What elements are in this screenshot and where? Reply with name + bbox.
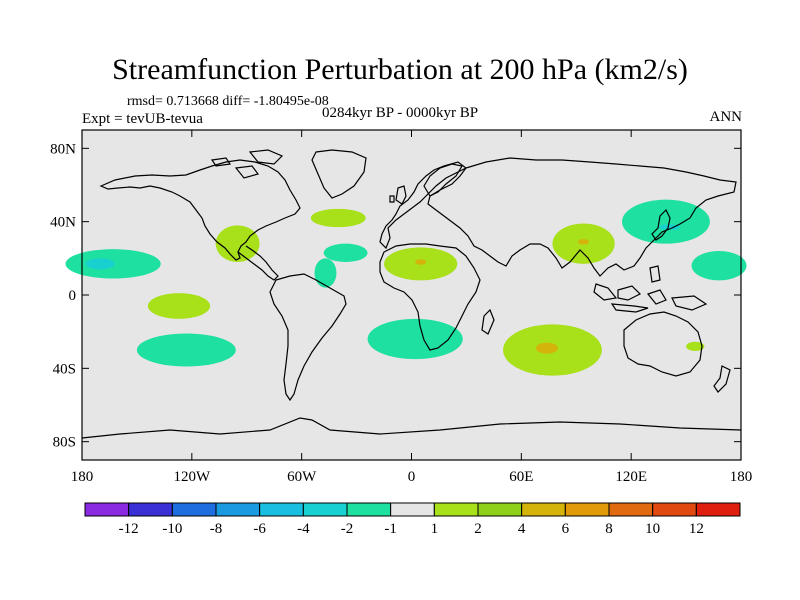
- coast-maritime-islands: [593, 265, 708, 313]
- experiment-label: Expt = tevUB-tevua: [82, 111, 203, 127]
- contour-region-6: [323, 243, 368, 262]
- contour-region-2: [147, 293, 211, 319]
- coast-australia: [623, 311, 703, 377]
- latitude-axis: 80N 40N 0 40S 80S: [50, 141, 741, 451]
- colorbar-swatch: [564, 502, 610, 517]
- contour-region-4: [215, 225, 260, 262]
- colorbar-label: -6: [253, 521, 266, 537]
- colorbar-swatch: [171, 502, 217, 517]
- colorbar-label: 6: [562, 521, 570, 537]
- colorbar-label: -1: [384, 521, 397, 537]
- contour-regions: [65, 199, 747, 376]
- coast-arctic-islands: [210, 149, 284, 179]
- coast-antarctica: [81, 417, 742, 439]
- colorbar-swatch: [695, 502, 741, 517]
- colorbar-label: 12: [689, 521, 704, 537]
- lon-tick-label: 120W: [173, 469, 211, 485]
- colorbar-swatch: [215, 502, 261, 517]
- contour-region-15: [691, 250, 747, 281]
- lon-tick-label: 60W: [287, 469, 317, 485]
- contour-region-18: [686, 341, 705, 351]
- colorbar-label: 10: [645, 521, 660, 537]
- contour-region-3: [136, 333, 236, 367]
- coast-africa: [379, 243, 481, 351]
- lon-tick-label: 180: [71, 469, 94, 485]
- contour-region-17: [535, 342, 558, 354]
- contour-region-13: [622, 199, 710, 244]
- colorbar-label: -2: [341, 521, 354, 537]
- lat-tick-label: 40N: [50, 215, 76, 231]
- contour-region-10: [367, 318, 463, 360]
- colorbar-swatch: [390, 502, 435, 517]
- colorbar-label: -8: [210, 521, 223, 537]
- colorbar-swatch: [346, 502, 392, 517]
- contour-region-9: [415, 259, 427, 265]
- coast-british-isles: [389, 185, 407, 205]
- lat-tick-label: 40S: [53, 361, 76, 377]
- colorbar-label: 4: [518, 521, 526, 537]
- lon-tick-label: 180: [730, 469, 753, 485]
- plot-title: Streamfunction Perturbation at 200 hPa (…: [112, 53, 688, 86]
- colorbar-label: -12: [119, 521, 139, 537]
- colorbar-swatch: [608, 502, 654, 517]
- colorbar-swatch: [433, 502, 479, 517]
- lon-tick-label: 0: [408, 469, 416, 485]
- coast-north-america: [99, 159, 301, 261]
- longitude-axis: 180 120W 60W 0 60E 120E 180: [71, 130, 753, 485]
- coast-greenland: [311, 149, 367, 199]
- coast-asia: [427, 157, 737, 277]
- coast-madagascar: [481, 308, 495, 335]
- colorbar-swatch: [259, 502, 304, 517]
- lat-tick-label: 0: [69, 288, 77, 304]
- colorbar-swatch: [521, 502, 566, 517]
- colorbar-label: -4: [297, 521, 310, 537]
- colorbar: -12 -10 -8 -6 -4 -2 -1 1 2 4 6 8 10 12: [84, 502, 741, 537]
- coast-japan: [651, 208, 671, 241]
- colorbar-swatch: [128, 502, 173, 517]
- colorbar-swatch: [652, 502, 697, 517]
- colorbar-label: 8: [605, 521, 613, 537]
- contour-region-7: [314, 258, 337, 288]
- period-label: 0284kyr BP - 0000kyr BP: [322, 105, 479, 121]
- colorbar-label: -10: [162, 521, 182, 537]
- colorbar-label: 1: [431, 521, 439, 537]
- season-label: ANN: [709, 109, 743, 125]
- coast-south-america: [269, 273, 347, 402]
- colorbar-label: 2: [474, 521, 482, 537]
- lat-tick-label: 80S: [53, 435, 76, 451]
- map-panel: 80N 40N 0 40S 80S 180 120W 60W 0 60E 120E 180: [50, 129, 753, 485]
- coast-central-america: [237, 245, 279, 281]
- coastlines: [81, 149, 742, 439]
- contour-region-1: [85, 258, 115, 270]
- lon-tick-label: 120E: [615, 469, 647, 485]
- contour-region-5: [310, 208, 366, 228]
- lon-tick-label: 60E: [509, 469, 533, 485]
- contour-region-12: [578, 239, 590, 245]
- colorbar-swatch: [302, 502, 348, 517]
- lat-tick-label: 80N: [50, 141, 76, 157]
- coast-new-zealand: [713, 365, 731, 393]
- rmsd-diff-stats: rmsd= 0.713668 diff= -1.80495e-08: [127, 94, 329, 109]
- colorbar-swatch: [84, 502, 130, 517]
- colorbar-swatch: [477, 502, 523, 517]
